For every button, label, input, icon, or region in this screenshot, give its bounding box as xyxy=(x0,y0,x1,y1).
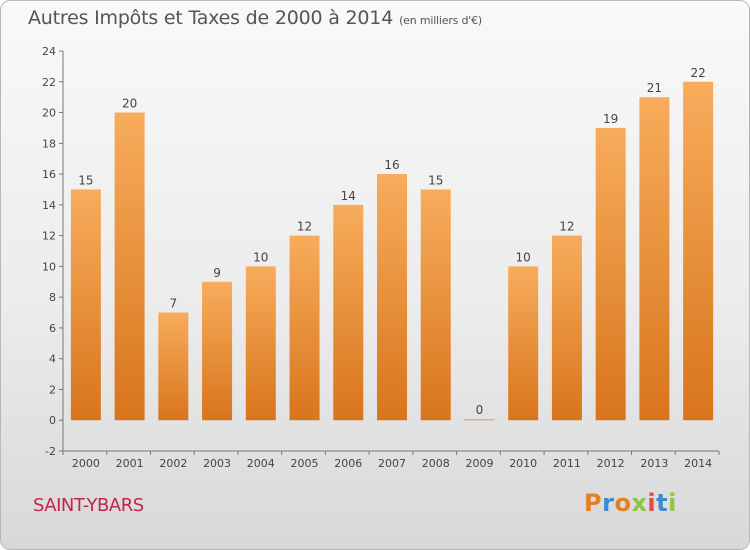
y-tick-label: 12 xyxy=(42,230,56,243)
y-tick-label: 10 xyxy=(42,260,56,273)
value-label-2008: 15 xyxy=(428,173,443,187)
x-tick-label-2005: 2005 xyxy=(291,457,319,470)
y-tick-label: 22 xyxy=(42,76,56,89)
y-tick-label: 18 xyxy=(42,137,56,150)
chart-title-text: Autres Impôts et Taxes de 2000 à 2014 xyxy=(28,7,394,29)
x-tick-label-2013: 2013 xyxy=(640,457,668,470)
bar-2010 xyxy=(508,266,539,421)
value-label-2004: 10 xyxy=(253,250,268,264)
bar-2009 xyxy=(464,419,495,421)
bar-2013 xyxy=(639,97,670,421)
bar-2004 xyxy=(245,266,276,421)
x-tick-label-2011: 2011 xyxy=(553,457,581,470)
logo-letter: r xyxy=(602,489,615,517)
y-tick-label: -2 xyxy=(45,445,56,458)
chart-unit: (en milliers d'€) xyxy=(399,14,482,27)
y-tick-label: 2 xyxy=(49,383,56,396)
y-tick-label: 20 xyxy=(42,107,56,120)
x-tick-label-2002: 2002 xyxy=(159,457,187,470)
bar-2005 xyxy=(289,235,320,421)
value-label-2006: 14 xyxy=(341,189,356,203)
bar-2000 xyxy=(70,189,101,421)
x-tick-label-2003: 2003 xyxy=(203,457,231,470)
bar-2006 xyxy=(333,204,364,421)
value-label-2002: 7 xyxy=(170,297,178,311)
value-label-2007: 16 xyxy=(384,158,399,172)
x-tick-label-2010: 2010 xyxy=(509,457,537,470)
bar-2003 xyxy=(202,281,233,421)
x-tick-label-2001: 2001 xyxy=(116,457,144,470)
value-label-2009: 0 xyxy=(476,403,484,417)
logo-letter: i xyxy=(647,489,657,517)
y-tick-label: 0 xyxy=(49,414,56,427)
y-tick-label: 6 xyxy=(49,322,56,335)
logo-letter: P xyxy=(584,489,603,517)
x-tick-label-2014: 2014 xyxy=(684,457,712,470)
bar-2014 xyxy=(683,81,714,421)
logo-letter: o xyxy=(614,489,632,517)
logo-letter: x xyxy=(631,489,648,517)
value-label-2010: 10 xyxy=(516,250,531,264)
y-tick-label: 14 xyxy=(42,199,56,212)
x-tick-label-2000: 2000 xyxy=(72,457,100,470)
value-label-2011: 12 xyxy=(559,220,574,234)
bar-2002 xyxy=(158,312,189,421)
y-tick-label: 8 xyxy=(49,291,56,304)
x-tick-label-2012: 2012 xyxy=(597,457,625,470)
y-tick-label: 16 xyxy=(42,168,56,181)
proxiti-logo: Proxiti xyxy=(584,489,677,517)
bar-2011 xyxy=(551,235,582,421)
bar-2001 xyxy=(114,112,145,421)
x-tick-label-2008: 2008 xyxy=(422,457,450,470)
y-tick-label: 24 xyxy=(42,45,56,58)
chart-title: Autres Impôts et Taxes de 2000 à 2014 (en… xyxy=(28,7,482,29)
y-tick-label: 4 xyxy=(49,353,56,366)
value-label-2003: 9 xyxy=(213,266,221,280)
value-label-2001: 20 xyxy=(122,97,137,111)
value-label-2005: 12 xyxy=(297,220,312,234)
bar-2008 xyxy=(420,189,451,421)
x-tick-label-2009: 2009 xyxy=(465,457,493,470)
logo-letter: t xyxy=(656,489,669,517)
logo-letter: i xyxy=(668,489,677,517)
bar-2007 xyxy=(377,174,407,421)
bar-2012 xyxy=(595,127,626,421)
value-label-2013: 21 xyxy=(647,81,662,95)
place-name: SAINT-YBARS xyxy=(33,495,144,516)
value-label-2012: 19 xyxy=(603,112,618,126)
value-label-2000: 15 xyxy=(78,173,93,187)
x-tick-label-2007: 2007 xyxy=(378,457,406,470)
x-tick-label-2004: 2004 xyxy=(247,457,275,470)
value-label-2014: 22 xyxy=(690,66,705,80)
x-tick-label-2006: 2006 xyxy=(334,457,362,470)
